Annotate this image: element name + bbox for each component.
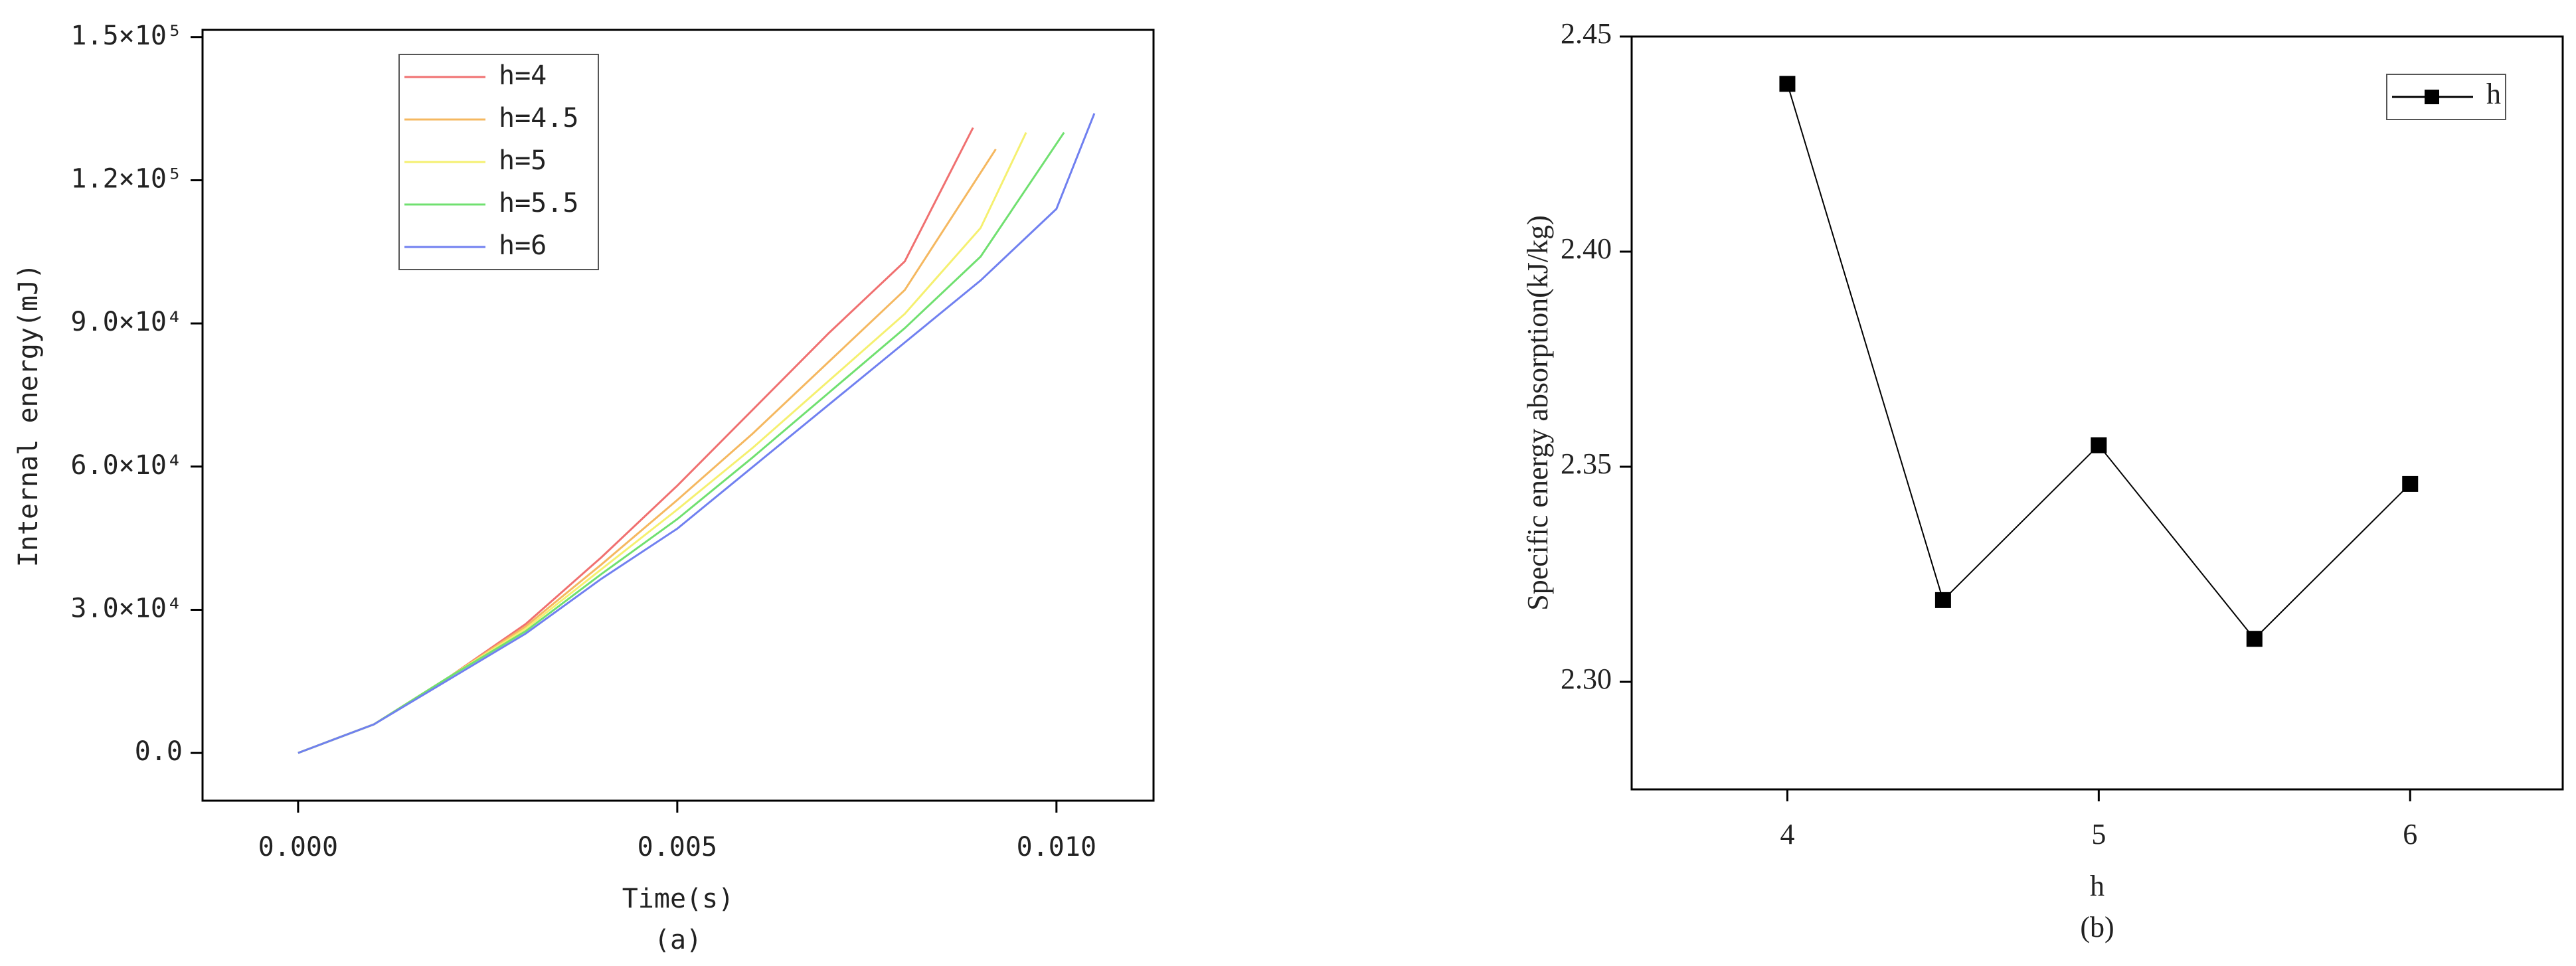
legend-marker xyxy=(2425,90,2439,104)
y-tick-label: 1.5×10⁵ xyxy=(70,21,183,51)
x-tick-label: 5 xyxy=(2091,818,2106,850)
x-tick-label: 4 xyxy=(1780,818,1794,850)
y-axis-label: Specific energy absorption(kJ/kg) xyxy=(1521,215,1554,610)
chart: 0.0 3.0×10⁴ 6.0×10⁴ 9.0×10⁴ 1.2×10⁵ 1.5×10⁵ 0.… xyxy=(13,21,1155,955)
series-line xyxy=(1786,83,2411,640)
marker xyxy=(2091,437,2107,453)
y-tick-label: 3.0×10⁴ xyxy=(70,593,183,623)
series-line xyxy=(298,113,1096,754)
marker xyxy=(1934,592,1951,608)
y-tick-label: 0.0 xyxy=(135,736,183,767)
legend-label: h=4 xyxy=(499,60,547,91)
caption: (b) xyxy=(2080,911,2114,943)
y-tick-label: 1.2×10⁵ xyxy=(70,163,183,194)
y-tick-label: 6.0×10⁴ xyxy=(70,450,183,481)
plot-frame xyxy=(201,29,1155,802)
series-line xyxy=(298,131,1065,754)
caption: (a) xyxy=(654,925,702,955)
y-axis-label: Internal energy(mJ) xyxy=(13,264,44,568)
y-tick-label: 9.0×10⁴ xyxy=(70,307,183,337)
y-tick-label: 2.30 xyxy=(1561,663,1612,695)
legend-label: h=5 xyxy=(499,145,547,176)
legend-label: h=6 xyxy=(499,230,547,261)
chart: 2.30 2.35 2.40 2.45 4 5 6 h (b) Specific energy a… xyxy=(1521,17,2564,943)
legend-label: h xyxy=(2486,78,2501,110)
y-tick-label: 2.40 xyxy=(1561,232,1612,265)
x-axis-label: h xyxy=(2090,870,2104,902)
x-tick-label: 0.000 xyxy=(258,832,338,862)
marker xyxy=(2246,631,2263,647)
legend-label: h=5.5 xyxy=(499,188,578,218)
y-tick-label: 2.35 xyxy=(1561,447,1612,480)
marker xyxy=(1779,76,1796,92)
x-axis-label: Time(s) xyxy=(622,884,734,914)
x-tick-label: 0.010 xyxy=(1017,832,1096,862)
x-tick-label: 6 xyxy=(2403,818,2417,850)
legend-label: h=4.5 xyxy=(499,103,578,133)
marker xyxy=(2402,475,2419,492)
plot-frame xyxy=(1630,35,2564,791)
x-tick-label: 0.005 xyxy=(638,832,717,862)
y-tick-label: 2.45 xyxy=(1561,17,1612,50)
